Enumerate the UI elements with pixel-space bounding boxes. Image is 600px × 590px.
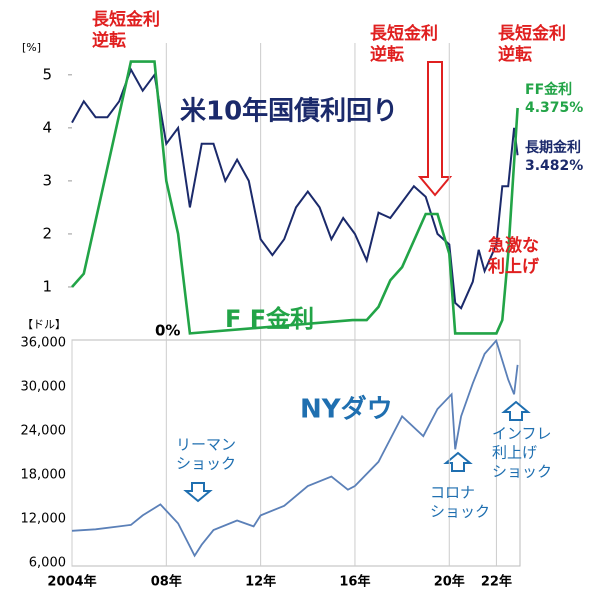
y-tick-label: 2: [42, 224, 52, 242]
blue-arrow: [501, 400, 531, 421]
y-tick-label: 6,000: [29, 556, 66, 571]
annotation: 逆転: [498, 44, 532, 65]
annotation: コロナ: [430, 484, 475, 502]
annotation: 0%: [155, 322, 180, 340]
annotation: リーマン: [176, 436, 236, 454]
y-tick-label: 24,000: [21, 423, 67, 438]
y-tick-label: 30,000: [21, 379, 67, 394]
lower-frame: [71, 339, 521, 567]
annotation: 3.482%: [525, 158, 583, 174]
y-tick-label: 1: [42, 277, 52, 295]
line-series: [71, 60, 519, 335]
annotation: 長短金利: [498, 23, 566, 44]
x-tick-label: 2004年: [47, 574, 96, 590]
annotation: 長短金利: [370, 23, 438, 44]
x-tick-label: 16年: [339, 574, 370, 590]
annotation: 長期金利: [525, 139, 581, 156]
blue-arrow: [183, 482, 213, 503]
annotation: ショック: [430, 503, 490, 521]
annotation: 逆転: [92, 30, 126, 51]
series-label: F F金利: [225, 305, 314, 333]
annotation: 長短金利: [92, 9, 160, 30]
y-tick-label: 4: [42, 118, 52, 136]
series-label: NYダウ: [300, 394, 393, 425]
y-tick-label: 36,000: [21, 335, 67, 350]
y-unit: 【ドル】: [22, 318, 66, 331]
y-tick-label: 12,000: [21, 512, 67, 527]
annotation: FF金利: [525, 81, 572, 98]
y-tick-label: 3: [42, 171, 52, 189]
blue-arrow: [443, 451, 473, 472]
annotation: インフレ: [492, 425, 552, 443]
x-tick-label: 20年: [434, 574, 465, 590]
series-label: 米10年国債利回り: [180, 96, 398, 127]
y-tick-label: 5: [42, 65, 52, 83]
y-tick-label: 18,000: [21, 468, 67, 483]
x-tick-label: 08年: [151, 574, 182, 590]
line-series: [71, 338, 519, 558]
annotation: 利上げ: [492, 444, 537, 462]
annotation: 急激な: [488, 235, 539, 256]
annotation: ショック: [492, 463, 552, 481]
annotation: 利上げ: [488, 256, 540, 277]
annotation: ショック: [176, 455, 236, 473]
x-tick-label: 12年: [245, 574, 276, 590]
annotation: 逆転: [370, 44, 404, 65]
x-tick-label: 22年: [481, 574, 512, 590]
annotation: 4.375%: [525, 100, 583, 116]
red-arrow: [417, 61, 453, 197]
y-unit: [%]: [22, 41, 41, 54]
